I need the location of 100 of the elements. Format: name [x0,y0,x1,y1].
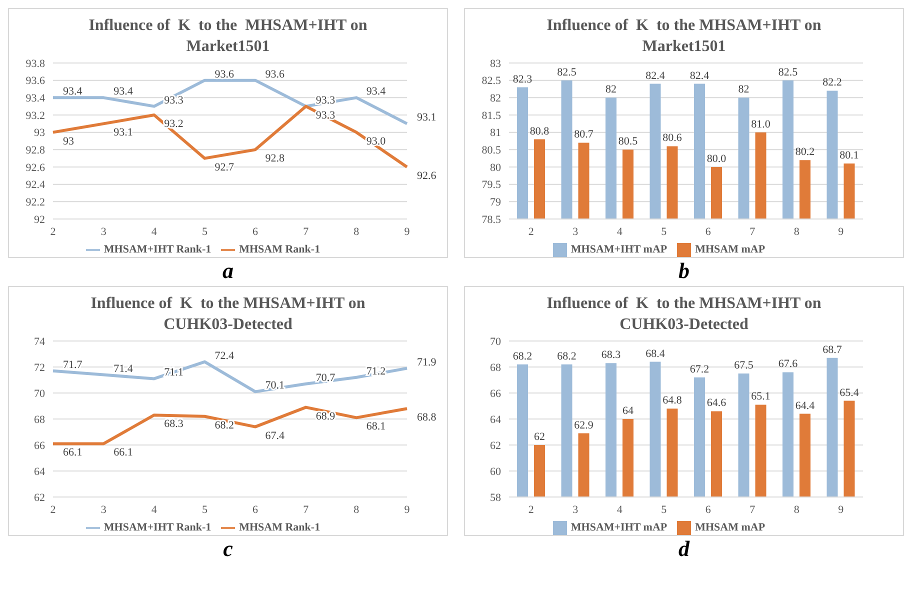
x-tick-label: 4 [616,504,623,516]
x-tick-label: 7 [303,226,310,238]
chart-title: Influence of K to the MHSAM+IHT on Market1501 [88,16,368,57]
line-series [52,406,408,446]
data-label: 93.4 [366,86,386,98]
data-label: 93.3 [316,94,336,106]
legend-label: MHSAM+IHT mAP [570,244,668,256]
y-tick-label: 70 [490,336,502,348]
text: c [223,536,233,562]
data-label: 68.1 [366,420,386,433]
data-label: 71.1 [164,366,184,379]
legend-label: MHSAM+IHT mAP [570,522,668,534]
data-label: 93.1 [417,112,436,124]
data-label: 62 [534,431,545,443]
line-series [52,360,408,394]
y-tick-label: 62 [34,492,45,504]
chart-title: Influence of K to the MHSAM+IHT on Market1501 [546,16,822,57]
x-tick-label: 9 [838,226,844,238]
data-label: 92.6 [417,170,437,182]
data-label: 68.3 [601,349,622,362]
data-label: 72.4 [214,350,234,362]
data-label: 68.2 [557,350,576,362]
data-label: 64.6 [706,397,727,410]
data-label: 82.5 [557,66,577,78]
text: d [678,536,690,562]
data-label: 66.1 [63,446,82,459]
data-label: 67.6 [778,358,798,370]
x-tick-label: 8 [354,226,360,238]
y-tick-label: 66 [490,388,502,400]
data-label: 67.2 [690,363,710,376]
x-tick-label: 6 [705,504,712,516]
data-label: 68.2 [214,419,234,432]
y-tick-label: 74 [34,336,46,348]
y-tick-label: 60 [490,466,502,478]
x-tick-label: 8 [354,504,360,516]
data-label: 68.8 [417,412,437,424]
data-label: 80.2 [795,146,815,158]
y-tick-label: 93.6 [26,75,46,88]
data-label: 93.4 [63,86,83,98]
data-label: 71.2 [366,365,386,378]
data-label: 80.5 [618,136,638,148]
text: b [678,258,690,284]
y-tick-label: 78.5 [482,214,502,226]
y-tick-label: 81.5 [482,110,502,122]
x-tick-label: 9 [404,226,410,238]
x-tick-label: 7 [303,504,310,516]
y-tick-label: 93.2 [26,110,45,122]
x-tick-label: 9 [838,504,844,516]
data-label: 65.4 [840,386,860,399]
x-tick-label: 6 [252,504,259,516]
y-tick-label: 92.8 [26,144,46,157]
data-label: 71.9 [417,356,437,368]
data-label: 70.7 [316,372,336,384]
x-tick-label: 8 [794,226,800,238]
data-label: 93 [63,135,74,148]
data-label: 68.3 [164,418,184,430]
x-tick-label: 7 [750,226,756,238]
data-label: 64 [622,405,634,417]
data-label: 92.7 [214,161,234,174]
x-tick-label: 4 [616,226,623,238]
data-label: 67.5 [734,360,754,372]
data-label: 70.1 [265,380,285,392]
data-label: 64.4 [795,400,816,412]
y-tick-label: 72 [34,362,45,374]
data-label: 82.4 [690,70,710,82]
line-series [52,78,408,126]
data-label: 62.9 [574,419,594,432]
x-tick-label: 3 [572,226,579,238]
data-label: 80.7 [574,128,594,141]
y-tick-label: 64 [490,414,502,426]
x-tick-label: 8 [794,504,800,516]
y-tick-label: 64 [34,466,46,478]
data-label: 82.5 [778,66,798,78]
y-tick-label: 83 [490,58,502,70]
y-tick-label: 93.4 [26,92,46,105]
data-label: 81.0 [751,118,771,130]
data-label: 82 [606,84,616,96]
x-tick-label: 2 [50,504,56,516]
legend-label: MHSAM+IHT Rank-1 [104,522,212,534]
text: a [222,258,234,284]
x-tick-label: 2 [528,226,534,238]
legend-label: MHSAM Rank-1 [239,522,320,534]
data-label: 71.7 [63,358,83,371]
data-label: 93.6 [214,68,234,80]
chart-title: Influence of K to the MHSAM+IHT on CUHK03-Detected [90,294,366,335]
x-tick-label: 9 [404,504,410,516]
data-label: 67.4 [265,430,286,442]
y-tick-label: 93.8 [26,58,46,70]
x-tick-label: 5 [202,226,208,238]
data-label: 93.6 [265,68,286,80]
legend-label: MHSAM mAP [695,244,766,256]
legend-label: MHSAM+IHT Rank-1 [104,244,212,256]
y-tick-label: 80.5 [482,144,502,157]
data-label: 68.4 [646,348,666,360]
x-tick-label: 3 [100,226,107,238]
y-tick-label: 93 [34,127,46,140]
y-tick-label: 79.5 [482,179,502,192]
x-tick-label: 5 [202,504,208,516]
x-tick-label: 6 [705,226,712,238]
y-tick-label: 80 [490,162,502,174]
